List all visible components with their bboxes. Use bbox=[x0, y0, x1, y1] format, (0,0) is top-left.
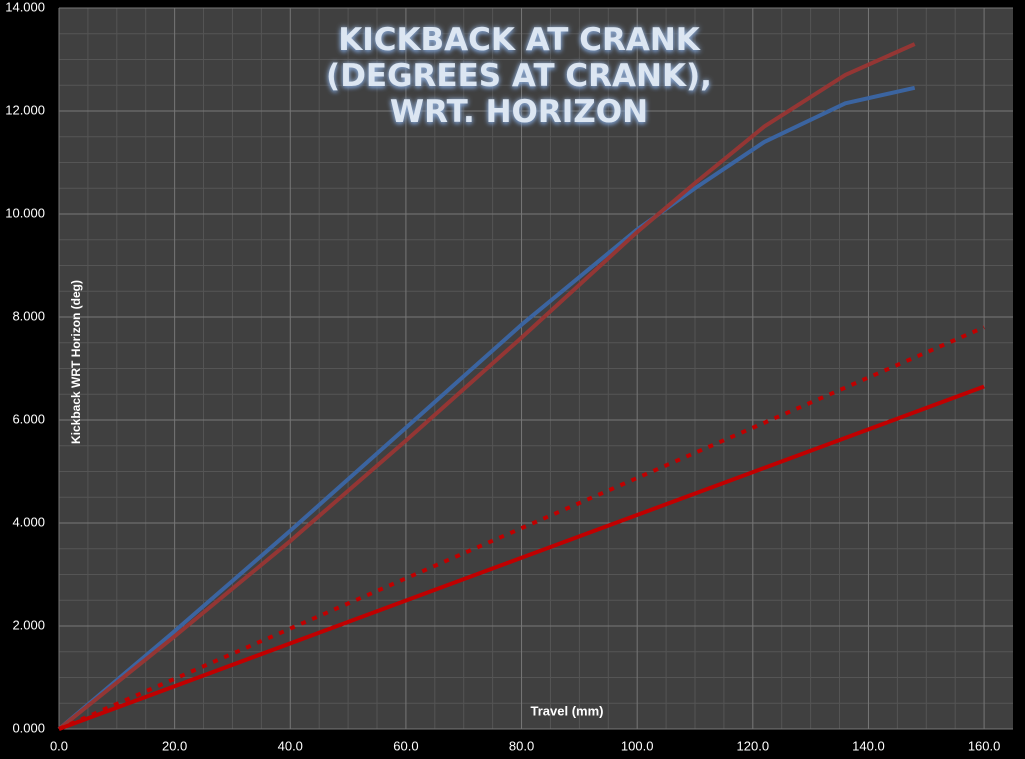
x-tick-label: 0.0 bbox=[50, 738, 68, 753]
x-tick-label: 140.0 bbox=[852, 738, 885, 753]
series-line bbox=[58, 325, 985, 731]
x-tick-label: 80.0 bbox=[509, 738, 534, 753]
series-line bbox=[57, 42, 916, 731]
x-tick-label: 120.0 bbox=[737, 738, 770, 753]
y-tick-label: 6.000 bbox=[12, 411, 45, 426]
y-tick-label: 0.000 bbox=[12, 720, 45, 735]
chart-title: KICKBACK AT CRANK (DEGREES AT CRANK), WR… bbox=[326, 22, 712, 130]
x-tick-label: 20.0 bbox=[162, 738, 187, 753]
y-axis-label: Kickback WRT Horizon (deg) bbox=[69, 280, 83, 444]
series-line bbox=[58, 384, 985, 731]
y-tick-label: 2.000 bbox=[12, 617, 45, 632]
y-tick-label: 12.000 bbox=[5, 102, 45, 117]
x-axis-label: Travel (mm) bbox=[531, 703, 604, 718]
y-tick-label: 4.000 bbox=[12, 514, 45, 529]
x-tick-label: 100.0 bbox=[621, 738, 654, 753]
x-tick-label: 60.0 bbox=[393, 738, 418, 753]
y-tick-label: 8.000 bbox=[12, 308, 45, 323]
x-tick-label: 160.0 bbox=[968, 738, 1001, 753]
y-tick-label: 14.000 bbox=[5, 0, 45, 14]
series-line bbox=[57, 85, 916, 731]
y-tick-label: 10.000 bbox=[5, 205, 45, 220]
x-tick-label: 40.0 bbox=[278, 738, 303, 753]
